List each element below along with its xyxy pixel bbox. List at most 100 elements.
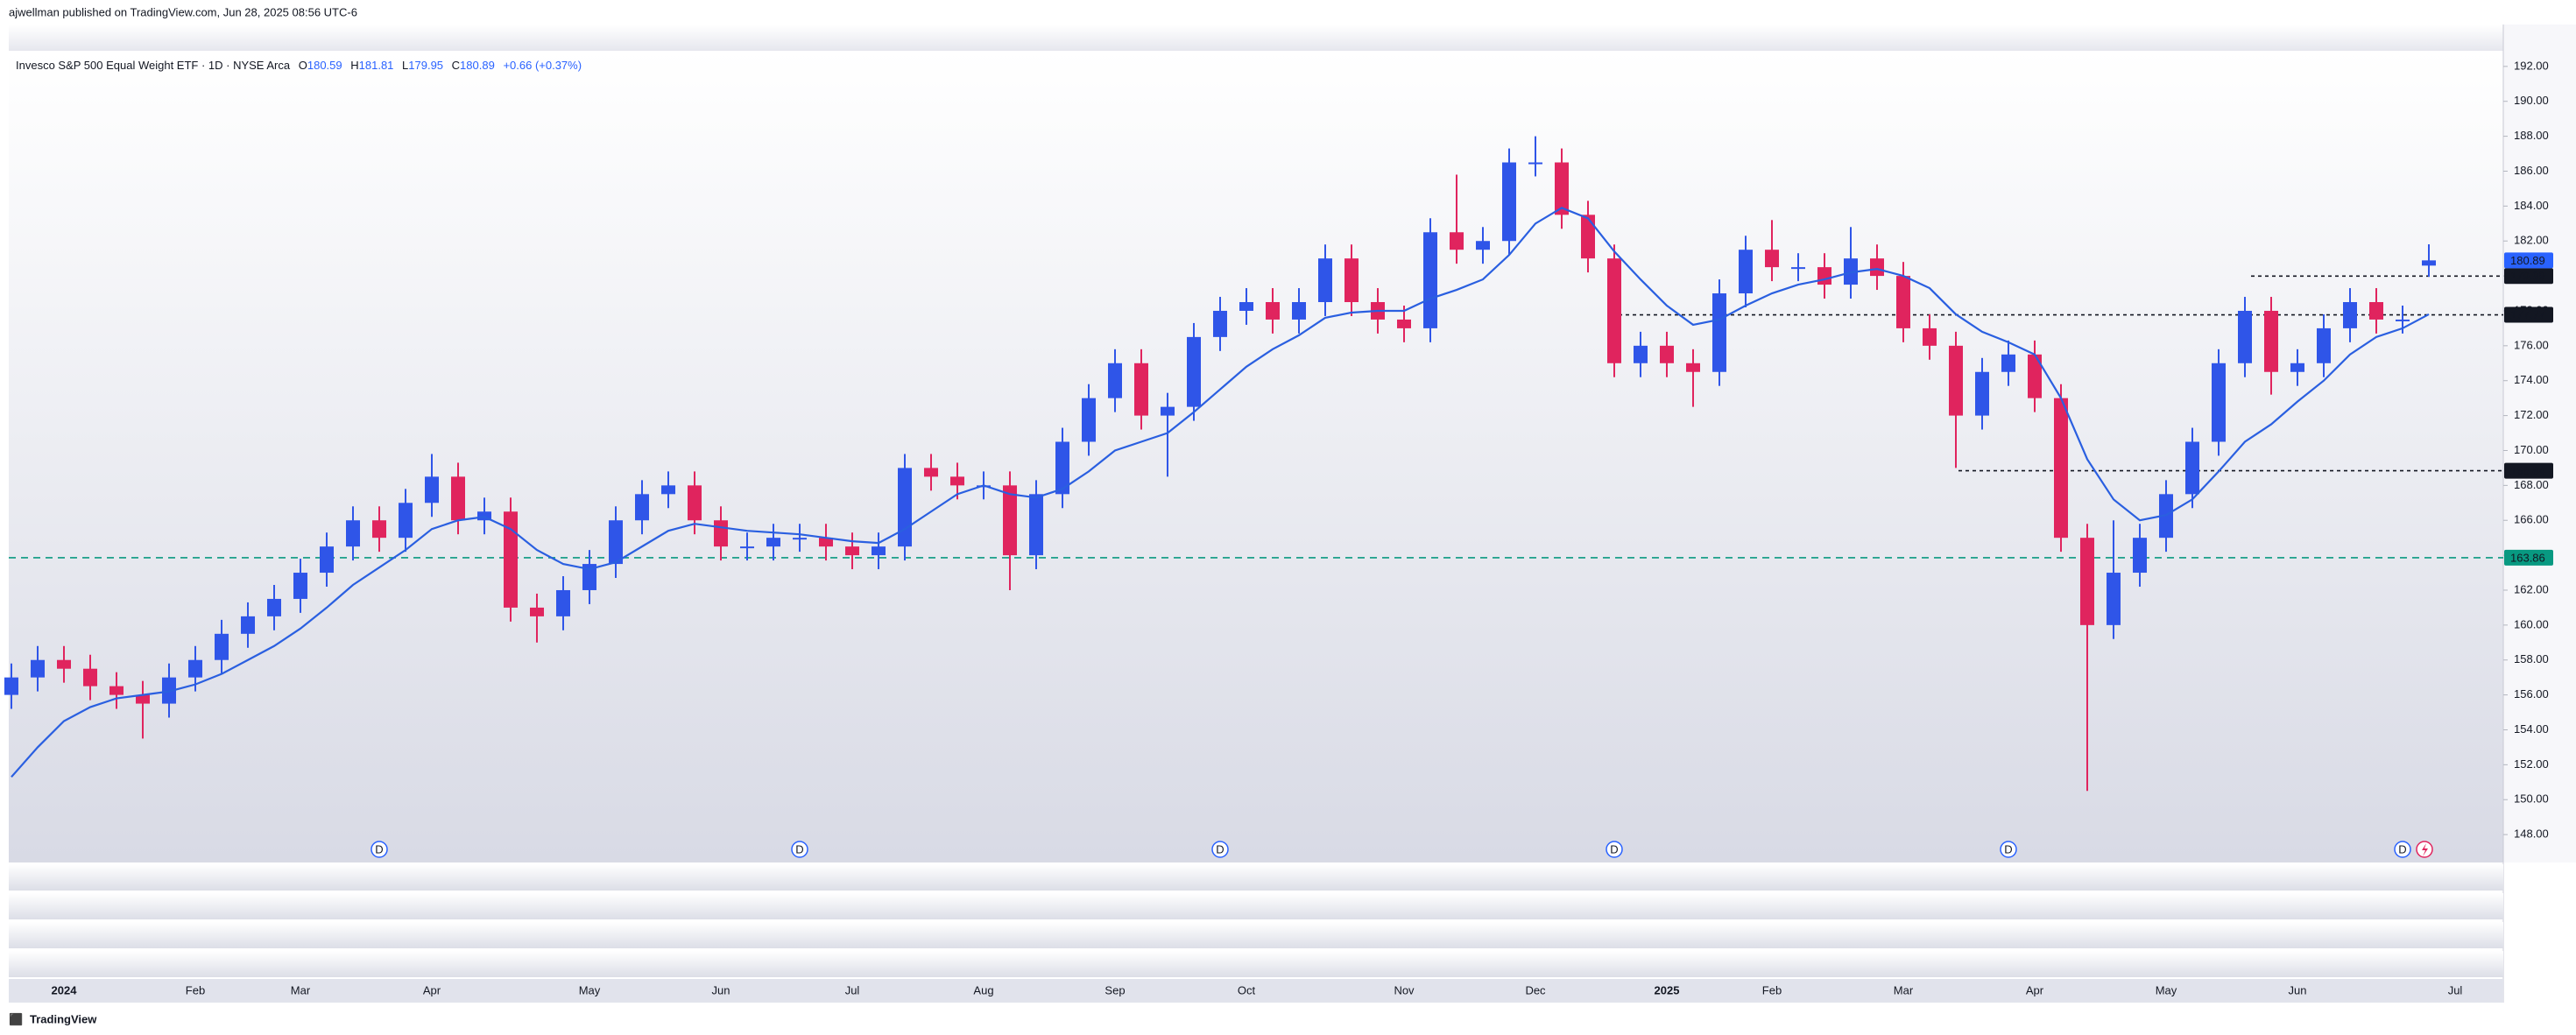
- candle-body: [1213, 310, 1227, 337]
- dividend-marker: [791, 841, 808, 858]
- candle-body: [2396, 319, 2410, 321]
- candle-body: [1318, 258, 1332, 303]
- y-tick-label: 184.00: [2514, 199, 2549, 212]
- y-tick-label: 160.00: [2514, 617, 2549, 630]
- y-tick-label: 148.00: [2514, 827, 2549, 841]
- x-tick-label: Jun: [712, 983, 730, 996]
- candle-body: [1423, 232, 1437, 328]
- candle-body: [1870, 258, 1884, 277]
- candle-body: [2264, 310, 2278, 372]
- sub-pane: [9, 951, 2503, 977]
- candle-body: [1949, 345, 1963, 416]
- y-tick-label: 188.00: [2514, 129, 2549, 142]
- candle-body: [1660, 345, 1674, 363]
- candle-body: [1817, 267, 1831, 285]
- x-tick-label: Dec: [1525, 983, 1546, 996]
- y-tick-label: 154.00: [2514, 722, 2549, 736]
- candle-body: [1134, 363, 1148, 416]
- candle-body: [609, 520, 623, 565]
- price-label-box: [2504, 549, 2553, 566]
- candle-body: [688, 485, 702, 521]
- x-tick-label: Apr: [423, 983, 441, 996]
- y-tick-label: 162.00: [2514, 582, 2549, 595]
- candle-body: [2369, 302, 2383, 320]
- moving-average: [11, 207, 2430, 778]
- y-tick-label: 156.00: [2514, 687, 2549, 701]
- candle-body: [2317, 327, 2331, 363]
- change: +0.66 (+0.37%): [503, 59, 582, 72]
- candle-body: [1634, 345, 1648, 363]
- candle-body: [346, 520, 360, 547]
- candle-body: [2054, 398, 2068, 539]
- candle-body: [4, 677, 18, 695]
- time-axis-background: [9, 979, 2503, 1003]
- candle-body: [451, 476, 465, 521]
- candle-body: [556, 589, 570, 616]
- candle-body: [293, 573, 307, 599]
- y-tick-label: 166.00: [2514, 513, 2549, 526]
- candle-body: [740, 546, 754, 549]
- dividend-marker: [1606, 841, 1623, 858]
- y-tick-label: 192.00: [2514, 59, 2549, 72]
- candle-body: [924, 468, 938, 477]
- x-tick-label: Nov: [1394, 983, 1415, 996]
- dividend-marker: [2394, 841, 2411, 858]
- ohlc-value: 180.89: [460, 59, 495, 72]
- candle-body: [1344, 258, 1359, 303]
- x-tick-label: Mar: [291, 983, 311, 996]
- candle-body: [2001, 354, 2015, 372]
- price-label-box: [2504, 306, 2553, 323]
- ohlc-label: H: [350, 59, 358, 72]
- candle-body: [1975, 371, 1989, 416]
- y-tick-label: 158.00: [2514, 652, 2549, 665]
- candle-body: [1502, 162, 1516, 242]
- candle-body: [504, 511, 518, 608]
- candle-body: [845, 546, 859, 556]
- price-label-box: [2504, 462, 2553, 479]
- candle-body: [320, 546, 334, 574]
- candle-body: [2290, 363, 2304, 372]
- y-tick-label: 150.00: [2514, 792, 2549, 806]
- candle-body: [57, 659, 71, 669]
- x-tick-label: Feb: [186, 983, 205, 996]
- brand: ⬛ TradingView: [9, 1012, 97, 1025]
- candle-body: [1266, 302, 1280, 320]
- dividend-label: D: [1216, 842, 1224, 855]
- dividend-marker: [2000, 841, 2017, 858]
- symbol-header: Invesco S&P 500 Equal Weight ETF · 1D · …: [16, 59, 582, 72]
- candle-body: [1528, 162, 1542, 165]
- candle-body: [215, 633, 229, 660]
- x-tick-label: Aug: [973, 983, 993, 996]
- candle-body: [1581, 215, 1595, 259]
- candle-body: [1712, 293, 1726, 372]
- ohlc-label: C: [452, 59, 460, 72]
- sub-pane: [9, 893, 2503, 919]
- candle-body: [714, 520, 728, 547]
- x-tick-label: Jun: [2289, 983, 2307, 996]
- dividend-label: D: [2004, 842, 2012, 855]
- candle-body: [1292, 302, 1306, 320]
- candle-body: [898, 468, 912, 547]
- candle-body: [1739, 250, 1753, 294]
- x-tick-label: Jul: [845, 983, 860, 996]
- candle-body: [1003, 485, 1017, 556]
- x-tick-label: May: [579, 983, 601, 996]
- candle-body: [766, 538, 780, 547]
- y-tick-label: 152.00: [2514, 757, 2549, 771]
- brand-logo: ⬛: [9, 1012, 23, 1025]
- candle-body: [83, 668, 97, 686]
- plot-background: [9, 51, 2503, 862]
- candle-body: [241, 616, 255, 634]
- x-tick-label: Feb: [1762, 983, 1782, 996]
- candle-body: [1397, 319, 1411, 328]
- candle-body: [1239, 302, 1253, 311]
- price-label: 179.99: [2510, 270, 2545, 283]
- candle-body: [582, 564, 596, 590]
- x-tick-label: Oct: [1238, 983, 1256, 996]
- y-tick-label: 174.00: [2514, 373, 2549, 386]
- candle-body: [2422, 260, 2436, 266]
- candle-body: [2107, 573, 2121, 625]
- candle-body: [188, 659, 202, 678]
- dividend-label: D: [1610, 842, 1618, 855]
